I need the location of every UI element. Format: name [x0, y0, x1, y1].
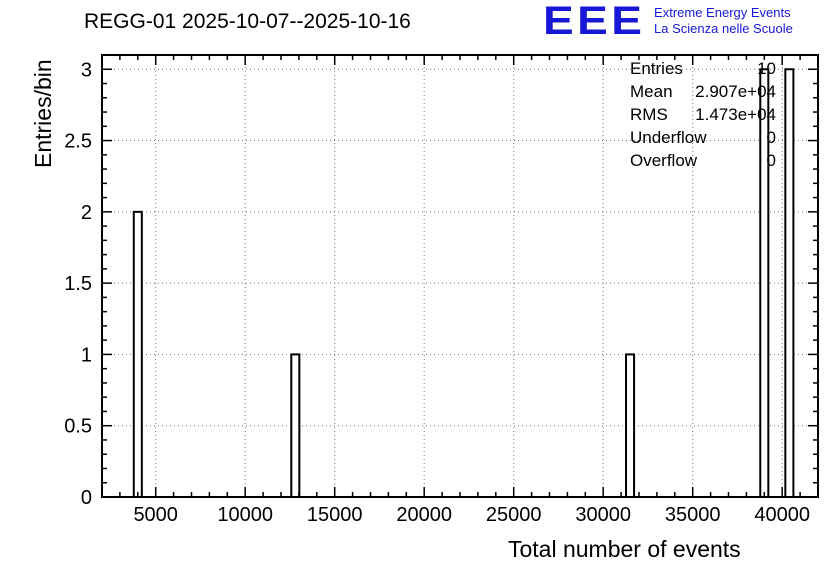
- eee-logo-subtitle: Extreme Energy Events La Scienza nelle S…: [654, 2, 793, 37]
- svg-text:10000: 10000: [217, 504, 273, 526]
- svg-text:0.5: 0.5: [64, 416, 92, 438]
- y-axis-label: Entries/bin: [30, 59, 56, 168]
- stats-label: RMS: [630, 105, 668, 124]
- stats-row-mean: Mean 2.907e+04: [630, 80, 776, 103]
- svg-text:40000: 40000: [754, 504, 810, 526]
- svg-text:2: 2: [81, 202, 92, 224]
- stats-row-entries: Entries 10: [630, 57, 776, 80]
- eee-logo-line2: La Scienza nelle Scuole: [654, 21, 793, 36]
- svg-text:20000: 20000: [396, 504, 452, 526]
- stats-value: 10: [757, 59, 776, 78]
- svg-text:15000: 15000: [307, 504, 363, 526]
- svg-text:1: 1: [81, 344, 92, 366]
- x-axis-label: Total number of events: [508, 536, 741, 562]
- page-title: REGG-01 2025-10-07--2025-10-16: [84, 10, 411, 33]
- eee-logo-line1: Extreme Energy Events: [654, 5, 791, 20]
- stats-value: 2.907e+04: [695, 82, 776, 101]
- svg-text:3: 3: [81, 59, 92, 81]
- stats-value: 1.473e+04: [695, 105, 776, 124]
- svg-text:0: 0: [81, 487, 92, 509]
- svg-text:5000: 5000: [133, 504, 178, 526]
- eee-logo-text: EEE: [543, 0, 646, 43]
- stats-box: Entries 10 Mean 2.907e+04 RMS 1.473e+04 …: [630, 57, 776, 172]
- stats-row-underflow: Underflow 0: [630, 126, 776, 149]
- eee-logo: EEE Extreme Energy Events La Scienza nel…: [543, 0, 793, 43]
- svg-text:30000: 30000: [575, 504, 631, 526]
- stats-value: 0: [766, 151, 776, 170]
- svg-text:35000: 35000: [665, 504, 721, 526]
- svg-text:25000: 25000: [486, 504, 542, 526]
- svg-text:1.5: 1.5: [64, 273, 92, 295]
- stats-label: Overflow: [630, 151, 698, 170]
- stats-label: Mean: [630, 82, 673, 101]
- stats-row-overflow: Overflow 0: [630, 149, 776, 172]
- stats-value: 0: [766, 128, 776, 147]
- stats-label: Entries: [630, 59, 683, 78]
- stats-label: Underflow: [630, 128, 707, 147]
- stats-row-rms: RMS 1.473e+04: [630, 103, 776, 126]
- svg-text:2.5: 2.5: [64, 131, 92, 153]
